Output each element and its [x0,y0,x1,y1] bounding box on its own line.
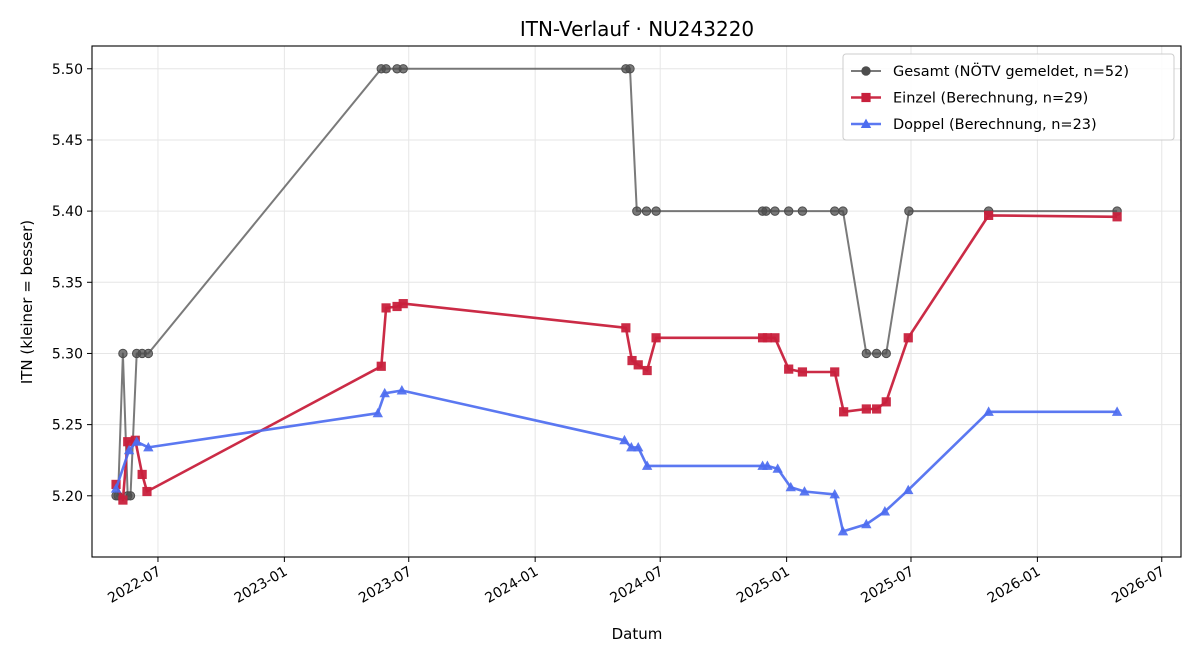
data-point [392,301,402,312]
plot-frame [91,45,1182,558]
legend-box [842,53,1175,141]
data-point [772,463,783,473]
legend-marker [861,92,871,103]
data-point [143,441,154,452]
data-point [632,206,642,216]
chart-title: ITN-Verlauf · NU243220 [520,17,754,41]
data-point [142,486,152,497]
legend-label: Einzel (Berechnung, n=29) [893,91,1088,107]
data-point [872,404,882,414]
data-point [619,434,630,445]
data-point [123,437,133,447]
data-point [633,441,644,452]
data-point [626,441,637,452]
data-point [651,206,661,216]
data-point [627,355,637,366]
data-point [143,348,154,359]
data-point [123,444,135,455]
data-point [797,367,808,377]
data-point [784,364,794,374]
data-point [376,361,386,371]
data-point [621,323,631,333]
data-point [861,404,871,414]
y-tick-label: 5.35 [52,275,83,291]
data-point [770,206,780,216]
data-point [879,506,891,516]
data-point [381,303,391,313]
y-axis-label: ITN (kleiner = besser) [18,220,36,384]
data-point [110,483,122,493]
grid-layer [92,46,1181,557]
data-point [838,206,848,216]
data-point [983,406,994,416]
data-point [398,299,408,309]
data-point [381,64,391,74]
data-point [904,206,914,216]
y-tick-label: 5.30 [52,346,83,362]
data-point [1111,406,1123,416]
series-layer [110,64,1123,536]
data-point [830,367,840,377]
legend-label: Doppel (Berechnung, n=23) [893,117,1097,133]
y-tick-label: 5.20 [52,489,83,505]
data-point [761,206,771,216]
data-point [799,486,810,496]
legend: Gesamt (NÖTV gemeldet, n=52) Einzel (Bere… [842,53,1175,141]
series-3 [110,385,1123,536]
data-point [633,360,643,370]
data-point [861,348,872,359]
y-tick-label: 5.40 [52,204,83,220]
x-axis-label: Datum [612,625,663,643]
data-point [641,460,653,470]
data-point [396,385,408,395]
legend-marker [860,118,872,128]
data-point [881,348,891,359]
y-tick-label: 5.45 [52,133,83,149]
data-point [830,206,840,216]
data-point [762,333,772,343]
data-point [881,397,891,407]
y-tick-label: 5.50 [52,62,83,78]
data-point [783,206,794,216]
legend-marker [861,66,871,76]
data-point [379,387,390,398]
data-point [651,333,661,343]
data-point [762,460,773,470]
data-point [125,491,136,501]
data-point [903,484,914,495]
series-line [114,214,1118,502]
data-point [398,64,408,74]
data-point [118,348,128,359]
data-point [1112,212,1122,222]
data-point [984,210,994,220]
data-point [118,495,128,505]
data-point [770,333,780,343]
data-point [839,407,849,417]
data-point [137,469,147,480]
data-point [785,481,796,492]
data-point [861,518,872,529]
data-point [903,333,913,343]
data-point [797,206,808,216]
data-point [372,407,384,418]
y-tick-label: 5.25 [52,418,83,434]
data-point [757,333,768,343]
data-point [131,436,142,446]
legend-label: Gesamt (NÖTV gemeldet, n=52) [893,62,1129,80]
data-point [625,64,635,74]
data-point [641,206,652,216]
data-point [871,348,882,359]
data-point [829,488,840,499]
data-point [837,525,849,536]
data-point [642,365,652,376]
